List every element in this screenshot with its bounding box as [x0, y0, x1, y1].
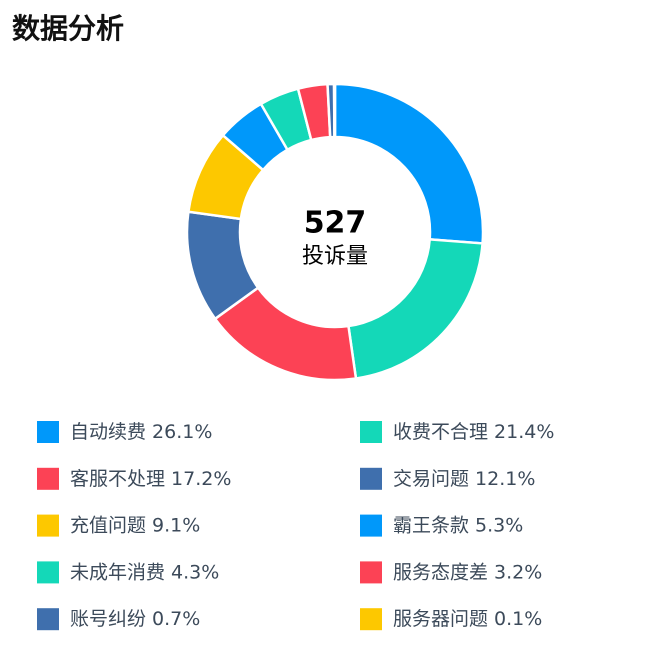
chart-title: 数据分析 — [12, 12, 124, 45]
legend-name: 交易问题 — [393, 467, 469, 489]
legend-value: 0.7% — [152, 608, 200, 630]
legend-name: 服务器问题 — [393, 608, 488, 630]
legend-label: 客服不处理 17.2% — [70, 467, 231, 489]
legend-label: 账号纠纷 0.7% — [70, 608, 200, 630]
legend-swatch — [37, 608, 59, 631]
legend-swatch — [37, 561, 59, 584]
legend-value: 26.1% — [152, 421, 212, 443]
legend-name: 客服不处理 — [70, 467, 165, 489]
legend-value: 3.2% — [494, 561, 542, 583]
legend-swatch — [360, 561, 382, 584]
legend-label: 霸王条款 5.3% — [393, 514, 523, 536]
legend-label: 自动续费 26.1% — [70, 421, 212, 443]
legend-value: 12.1% — [475, 467, 535, 489]
legend-value: 0.1% — [494, 608, 542, 630]
donut-segment — [333, 82, 485, 245]
legend-swatch — [37, 421, 59, 443]
legend-value: 9.1% — [152, 514, 200, 536]
legend-name: 未成年消费 — [70, 561, 165, 583]
legend-name: 收费不合理 — [393, 421, 488, 443]
legend-name: 霸王条款 — [393, 514, 469, 536]
legend-value: 21.4% — [494, 421, 554, 443]
legend-label: 未成年消费 4.3% — [70, 561, 219, 583]
legend-swatch — [360, 608, 382, 631]
center-label: 投诉量 — [302, 244, 368, 269]
legend-name: 自动续费 — [70, 421, 146, 443]
legend-value: 17.2% — [171, 467, 231, 489]
legend-name: 充值问题 — [70, 514, 146, 536]
donut-segment — [332, 82, 337, 139]
legend-label: 服务态度差 3.2% — [393, 561, 542, 583]
legend-swatch — [37, 467, 59, 490]
donut-segment — [347, 237, 484, 380]
legend-swatch — [37, 514, 59, 537]
legend-swatch — [360, 421, 382, 443]
legend-label: 充值问题 9.1% — [70, 514, 200, 536]
legend-swatch — [360, 467, 382, 490]
legend-swatch — [360, 514, 382, 537]
legend-label: 服务器问题 0.1% — [393, 608, 542, 630]
legend-value: 5.3% — [475, 514, 523, 536]
legend-label: 交易问题 12.1% — [393, 467, 535, 489]
legend-label: 收费不合理 21.4% — [393, 421, 554, 443]
legend-name: 账号纠纷 — [70, 608, 146, 630]
legend-value: 4.3% — [171, 561, 219, 583]
center-value: 527 — [304, 206, 367, 241]
legend-name: 服务态度差 — [393, 561, 488, 583]
